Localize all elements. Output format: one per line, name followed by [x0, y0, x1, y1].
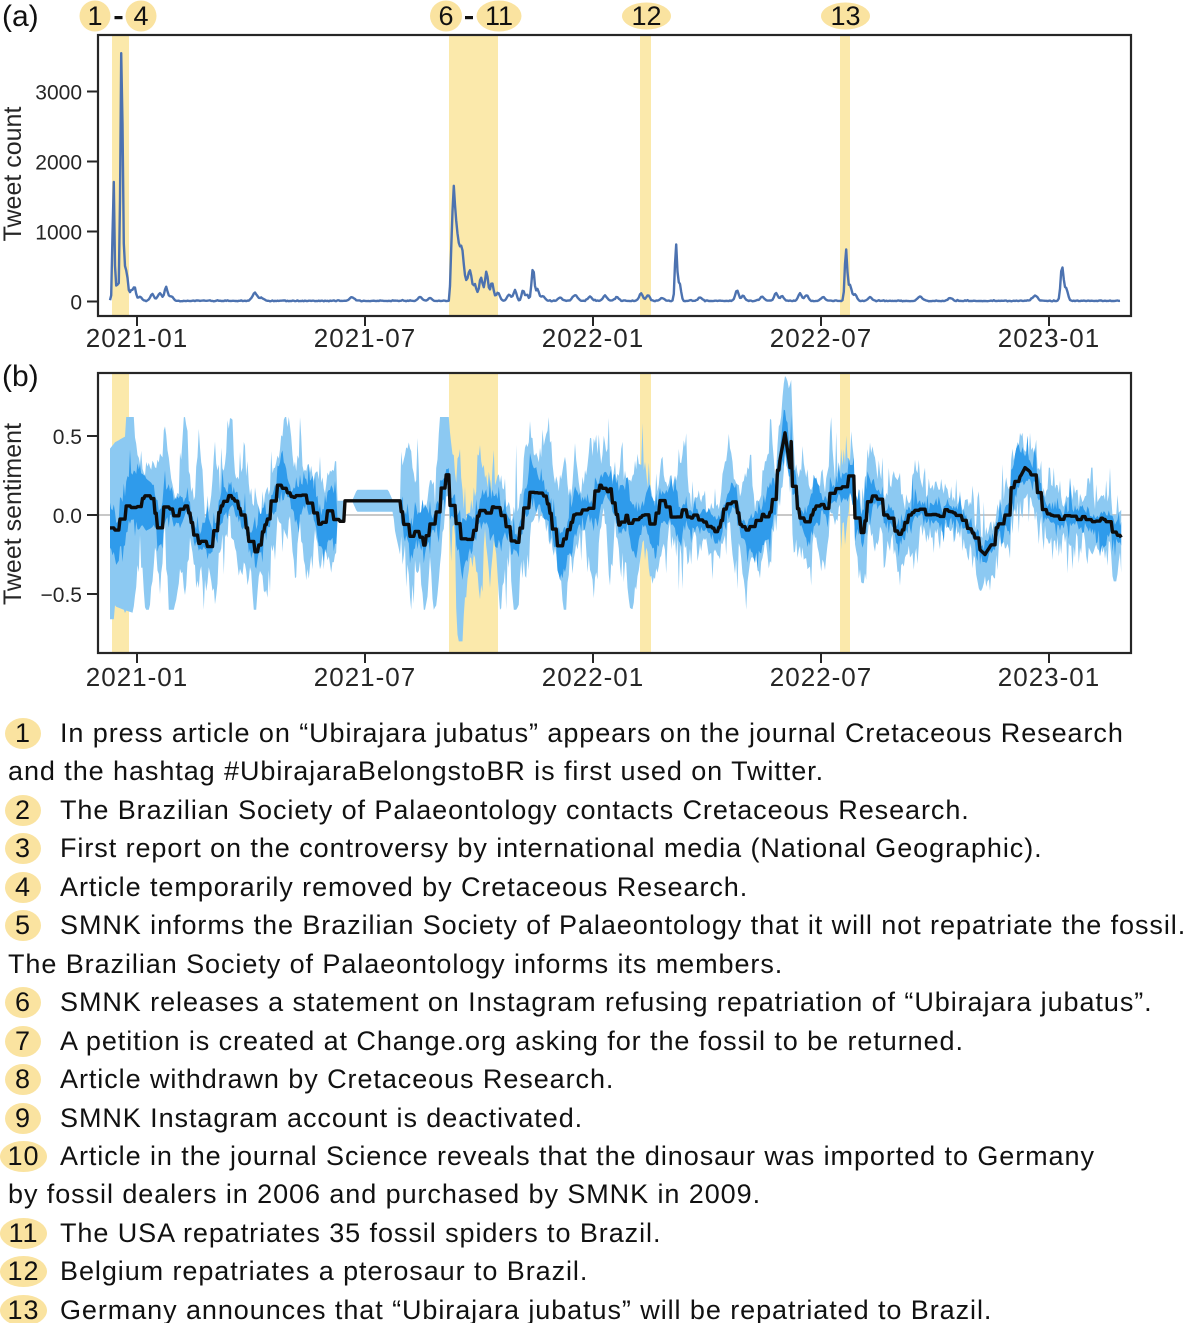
- svg-text:(b): (b): [2, 360, 39, 393]
- svg-text:1: 1: [87, 1, 102, 31]
- svg-text:0.5: 0.5: [53, 426, 82, 449]
- svg-text:0: 0: [70, 292, 82, 315]
- svg-text:2000: 2000: [35, 152, 82, 175]
- svg-text:Tweet count: Tweet count: [0, 107, 27, 242]
- svg-text:2023-01: 2023-01: [998, 662, 1100, 692]
- svg-text:−0.5: −0.5: [41, 584, 82, 607]
- svg-text:Tweet sentiment: Tweet sentiment: [0, 423, 27, 605]
- svg-text:2023-01: 2023-01: [998, 323, 1100, 353]
- svg-text:6: 6: [438, 1, 453, 31]
- svg-text:2022-07: 2022-07: [770, 662, 872, 692]
- svg-text:0.0: 0.0: [53, 505, 82, 528]
- svg-text:2021-01: 2021-01: [86, 323, 188, 353]
- svg-text:2022-01: 2022-01: [542, 662, 644, 692]
- svg-text:12: 12: [631, 1, 661, 31]
- svg-text:2021-01: 2021-01: [86, 662, 188, 692]
- svg-text:2021-07: 2021-07: [314, 662, 416, 692]
- svg-text:13: 13: [830, 1, 860, 31]
- svg-text:2021-07: 2021-07: [314, 323, 416, 353]
- svg-text:3000: 3000: [35, 82, 82, 105]
- svg-text:2022-07: 2022-07: [770, 323, 872, 353]
- svg-text:11: 11: [485, 1, 513, 31]
- svg-text:(a): (a): [2, 0, 39, 33]
- svg-text:4: 4: [133, 1, 148, 31]
- svg-text:1000: 1000: [35, 222, 82, 245]
- svg-text:2022-01: 2022-01: [542, 323, 644, 353]
